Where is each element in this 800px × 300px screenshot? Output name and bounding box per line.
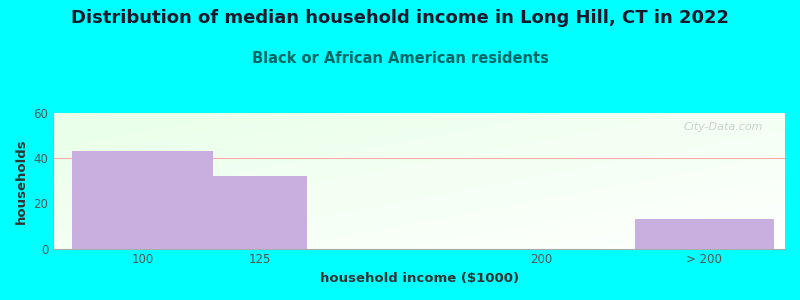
Text: Distribution of median household income in Long Hill, CT in 2022: Distribution of median household income … bbox=[71, 9, 729, 27]
Bar bbox=[72, 152, 213, 249]
Text: City-Data.com: City-Data.com bbox=[683, 122, 763, 133]
Text: Black or African American residents: Black or African American residents bbox=[251, 51, 549, 66]
Y-axis label: households: households bbox=[15, 138, 28, 224]
Bar bbox=[213, 176, 306, 249]
Bar bbox=[635, 219, 774, 249]
X-axis label: household income ($1000): household income ($1000) bbox=[319, 272, 518, 285]
